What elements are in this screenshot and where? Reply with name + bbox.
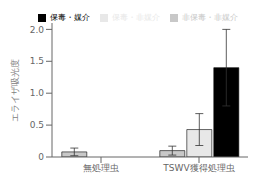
html-text:保毒・非媒介: 保毒・非媒介 — [112, 13, 160, 22]
svg-text:2.0: 2.0 — [30, 25, 45, 35]
html-text:非保毒・非媒介: 非保毒・非媒介 — [182, 13, 238, 22]
svg-text:1.5: 1.5 — [30, 56, 44, 66]
svg-text:0.5: 0.5 — [30, 120, 44, 130]
svg-text:エライザ吸光度: エライザ吸光度 — [10, 59, 20, 122]
html-text:保毒・媒介: 保毒・媒介 — [50, 13, 90, 22]
svg-text:0: 0 — [38, 152, 44, 162]
svg-text:無処理虫: 無処理虫 — [83, 163, 119, 173]
svg-text:1.0: 1.0 — [30, 88, 45, 98]
svg-text:TSWV獲得処理虫: TSWV獲得処理虫 — [162, 163, 234, 173]
